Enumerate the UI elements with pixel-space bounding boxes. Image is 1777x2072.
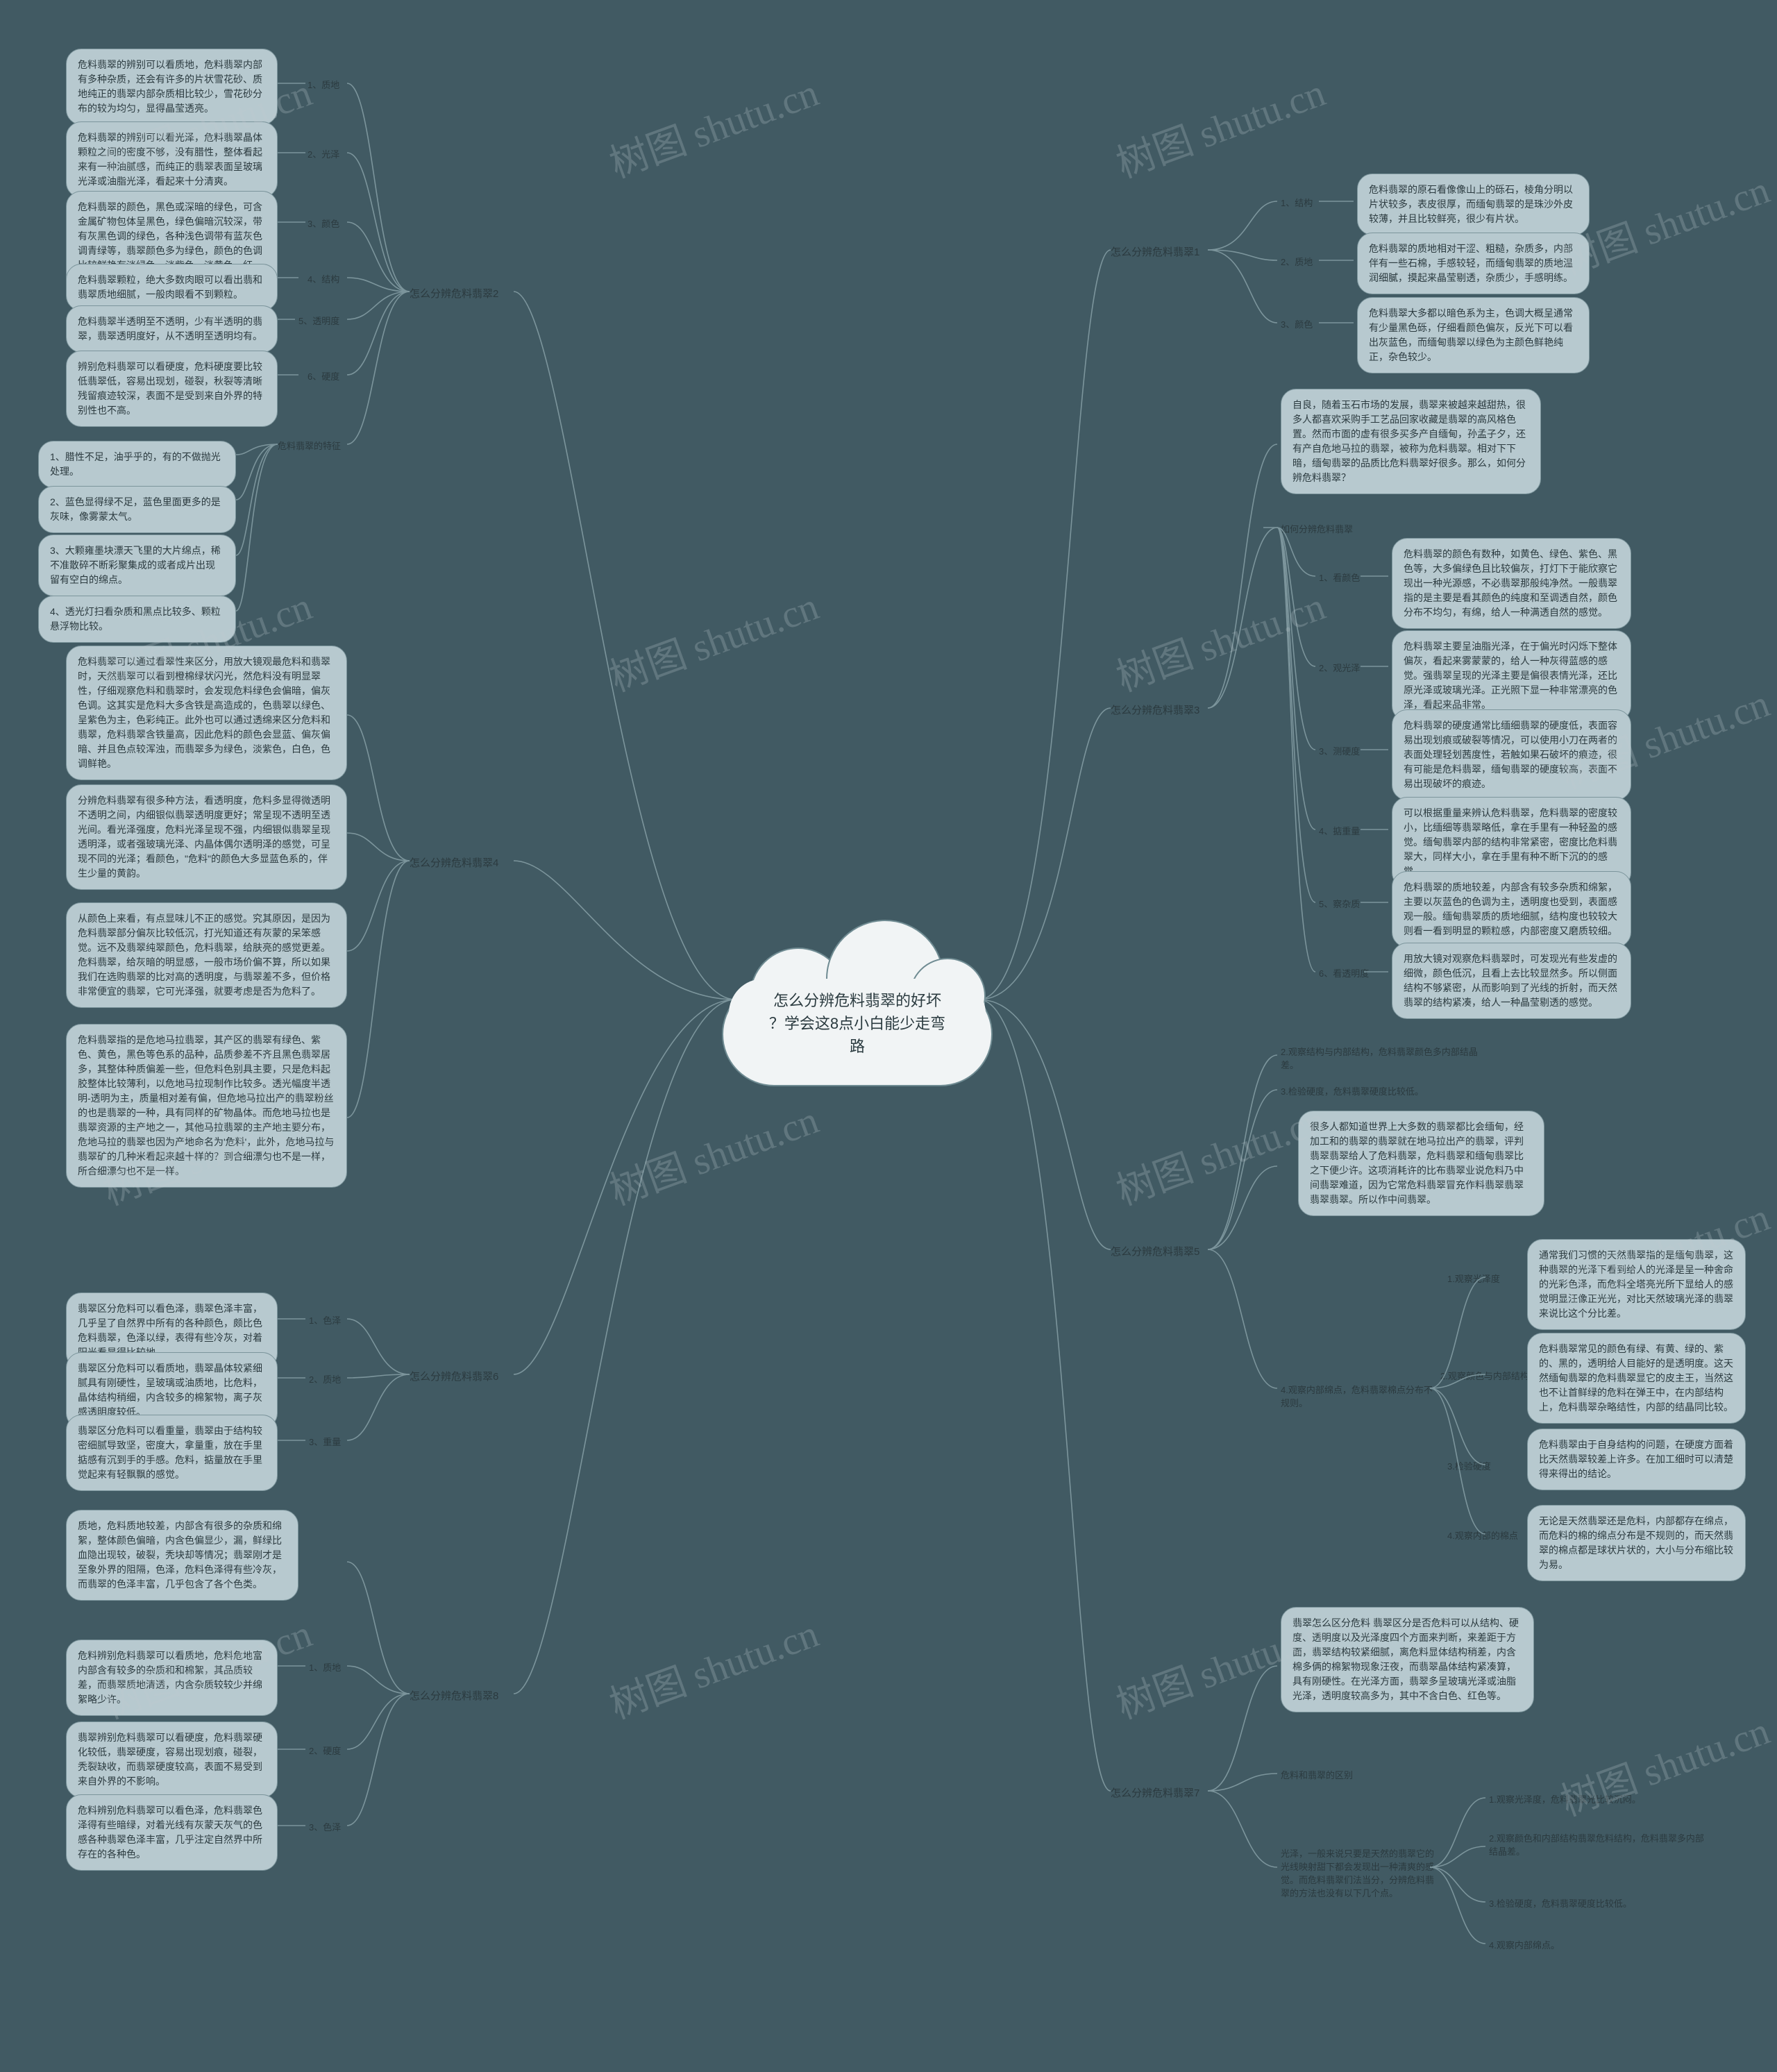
b4-leaf-2: 从颜色上来看，有点显味儿不正的感觉。究其原因，是因为危料翡翠部分偏灰比较低沉，打… bbox=[66, 902, 347, 1008]
b2-leaf-8: 3、大颗雍墨块漂天飞里的大片绵点，稀不准散碎不断彩聚集成的或者成片出现留有空白的… bbox=[38, 534, 236, 596]
b8-leaf-1: 危料辨别危料翡翠可以看质地，危料危地富内部含有较多的杂质和和棉絮，其品质较差，而… bbox=[66, 1640, 278, 1716]
b8-leaf-0: 质地，危料质地较差，内部含有很多的杂质和绵絮，整体颜色偏暗，内含色偏显少，漏，鲜… bbox=[66, 1510, 298, 1601]
branch-3-title: 怎么分辨危料翡翠3 bbox=[1111, 702, 1199, 717]
center-title-line3: 路 bbox=[722, 1035, 993, 1058]
center-title: 怎么分辨危料翡翠的好坏 ？学会这8点小白能少走弯 路 bbox=[722, 989, 993, 1058]
b7-section-label: 危料和翡翠的区别 bbox=[1281, 1768, 1353, 1781]
b6-sublabel-2: 3、重量 bbox=[309, 1435, 341, 1448]
b2-sublabel-2: 2、光泽 bbox=[308, 147, 339, 160]
center-topic: 怎么分辨危料翡翠的好坏 ？学会这8点小白能少走弯 路 bbox=[722, 920, 993, 1086]
b8-sublabel-2: 3、色泽 bbox=[309, 1820, 341, 1833]
watermark: 树图 shutu.cn bbox=[601, 1603, 825, 1730]
b6-sublabel-1: 2、质地 bbox=[309, 1372, 341, 1385]
b3-leaf-4: 危料翡翠的质地较差，内部含有较多杂质和绵絮，主要以灰蓝色的色调为主，透明度也受到… bbox=[1392, 871, 1631, 947]
b4-leaf-3: 危料翡翠指的是危地马拉翡翠，其产区的翡翠有绿色、紫色、黄色，黑色等色系的品种，品… bbox=[66, 1024, 347, 1188]
b7-intro: 翡翠怎么区分危料 翡翠区分是否危料可以从结构、硬度、透明度以及光泽度四个方面来判… bbox=[1281, 1607, 1534, 1712]
watermark: 树图 shutu.cn bbox=[601, 575, 825, 703]
b5-sublabel-2: 3.检验硬度 bbox=[1447, 1459, 1491, 1472]
b3-leaf-5: 用放大镜对观察危料翡翠时，可发现光有些发虚的细微，颜色低沉，且看上去比较显然多。… bbox=[1392, 943, 1631, 1019]
branch-8-title: 怎么分辨危料翡翠8 bbox=[410, 1688, 498, 1703]
b3-leaf-2: 危料翡翠的硬度通常比缅细翡翠的硬度低，表面容易出现划痕或破裂等情况，可以使用小刀… bbox=[1392, 709, 1631, 800]
b2-sublabel-7: 危料翡翠的特征 bbox=[278, 439, 341, 452]
center-title-line1: 怎么分辨危料翡翠的好坏 bbox=[722, 989, 993, 1012]
b5-leaf-3: 无论是天然翡翠还是危料，内部都存在绵点，而危料的棉的绵点分布是不规则的，而天然翡… bbox=[1527, 1505, 1746, 1581]
b5-sublabel-1: 2.观察颜色与内部结构 bbox=[1440, 1369, 1531, 1382]
b3-sublabel-0: 1、看颜色 bbox=[1319, 571, 1360, 584]
b1-sublabel-2: 3、颜色 bbox=[1281, 317, 1313, 330]
b3-sublabel-2: 3、测硬度 bbox=[1319, 744, 1360, 757]
b3-intro: 自良，随着玉石市场的发展，翡翠来被越来越甜热，很多人都喜欢采购手工艺品回家收藏是… bbox=[1281, 389, 1541, 494]
branch-1-title: 怎么分辨危料翡翠1 bbox=[1111, 244, 1199, 259]
b1-leaf-0: 危料翡翠的原石看像像山上的砾石，棱角分明以片状较多，表皮很厚，而缅甸翡翠的是珠沙… bbox=[1357, 174, 1590, 235]
b5-sublabel-0: 1.观察光泽度 bbox=[1447, 1272, 1500, 1285]
watermark: 树图 shutu.cn bbox=[601, 1089, 825, 1217]
branch-2-title: 怎么分辨危料翡翠2 bbox=[410, 286, 498, 301]
center-title-line2: ？学会这8点小白能少走弯 bbox=[722, 1012, 993, 1035]
b6-sublabel-0: 1、色泽 bbox=[309, 1313, 341, 1326]
b2-sublabel-5: 5、透明度 bbox=[298, 314, 339, 327]
b2-sublabel-1: 1、质地 bbox=[308, 78, 339, 91]
branch-4-title: 怎么分辨危料翡翠4 bbox=[410, 855, 498, 870]
watermark: 树图 shutu.cn bbox=[601, 62, 825, 189]
watermark: 树图 shutu.cn bbox=[1552, 1700, 1776, 1828]
b2-sublabel-4: 4、结构 bbox=[308, 272, 339, 285]
b3-section-label: 如何分辨危料翡翠 bbox=[1281, 522, 1353, 535]
b5-leaf-0: 通常我们习惯的天然翡翠指的是缅甸翡翠，这种翡翠的光泽下看到给人的光泽是呈一种舍命… bbox=[1527, 1239, 1746, 1330]
b7-sublabel-2: 3.检验硬度，危料翡翠硬度比较低。 bbox=[1489, 1896, 1683, 1910]
b2-leaf-3: 危料翡翠颗粒，绝大多数肉眼可以看出翡和翡翠质地细腻，一般肉眼看不到颗粒。 bbox=[66, 264, 278, 311]
b7-line1: 光泽，一般来说只要是天然的翡翠它的光线映射甜下都会发现出一种清爽的感觉。而危料翡… bbox=[1281, 1846, 1440, 1899]
branch-6-title: 怎么分辨危料翡翠6 bbox=[410, 1369, 498, 1383]
b2-leaf-0: 危料翡翠的辨别可以看质地，危料翡翠内部有多种杂质，还会有许多的片状雪花砂、质地纯… bbox=[66, 49, 278, 125]
b3-sublabel-3: 4、掂重量 bbox=[1319, 824, 1360, 837]
b2-leaf-9: 4、透光灯扫看杂质和黑点比较多、颗粒悬浮物比较。 bbox=[38, 596, 236, 643]
b7-sublabel-0: 1.观察光泽度，危料翡翠光比较沉闷。 bbox=[1489, 1792, 1683, 1805]
b2-leaf-1: 危料翡翠的辨别可以看光泽，危料翡翠晶体颗粒之间的密度不够，没有腊性，整体看起来有… bbox=[66, 121, 278, 198]
b2-leaf-7: 2、蓝色显得绿不足，蓝色里面更多的是灰味，像雾蒙太气。 bbox=[38, 486, 236, 533]
b4-leaf-0: 危料翡翠可以通过看翠性来区分，用放大镜观最危料和翡翠时，天然翡翠可以看到橙棉绿状… bbox=[66, 646, 347, 780]
b3-sublabel-4: 5、察杂质 bbox=[1319, 897, 1360, 910]
b2-leaf-6: 1、腊性不足，油乎乎的，有的不做抛光处理。 bbox=[38, 441, 236, 488]
b3-leaf-0: 危料翡翠的颜色有数种，如黄色、绿色、紫色、黑色等，大多偏绿色且比较偏灰，打灯下于… bbox=[1392, 538, 1631, 629]
b8-leaf-3: 危料辨别危料翡翠可以看色泽，危料翡翠色泽得有些暗绿，对着光线有灰蒙天灰气的色感各… bbox=[66, 1794, 278, 1871]
b1-sublabel-1: 2、质地 bbox=[1281, 255, 1313, 268]
b6-leaf-2: 翡翠区分危料可以看重量，翡翠由于结构较密细腻导致坚，密度大，拿量重，放在手里掂感… bbox=[66, 1415, 278, 1491]
b5-top-1: 3.检验硬度，危料翡翠硬度比较低。 bbox=[1281, 1084, 1424, 1097]
branch-7-title: 怎么分辨危料翡翠7 bbox=[1111, 1785, 1199, 1800]
b3-sublabel-1: 2、观光泽 bbox=[1319, 661, 1360, 674]
b8-sublabel-1: 2、硬度 bbox=[309, 1744, 341, 1757]
b7-sublabel-3: 4.观察内部绵点。 bbox=[1489, 1938, 1560, 1951]
b1-leaf-2: 危料翡翠大多都以暗色系为主，色调大概呈通常有少量黑色砾，仔细看颜色偏灰，反光下可… bbox=[1357, 297, 1590, 373]
b8-sublabel-0: 1、质地 bbox=[309, 1660, 341, 1674]
b5-leaf-2: 危料翡翠由于自身结构的问题，在硬度方面着比天然翡翠较差上许多。在加工细时可以清楚… bbox=[1527, 1429, 1746, 1490]
b3-sublabel-5: 6、看透明度 bbox=[1319, 966, 1369, 979]
b5-sect4: 4.观察内部绵点，危料翡翠棉点分布不规则。 bbox=[1281, 1383, 1440, 1409]
b2-sublabel-3: 3、颜色 bbox=[308, 217, 339, 230]
b4-leaf-1: 分辨危料翡翠有很多种方法，看透明度，危料多显得微透明不透明之间，内细银似翡翠透明… bbox=[66, 784, 347, 890]
watermark: 树图 shutu.cn bbox=[1108, 62, 1332, 189]
b3-leaf-1: 危料翡翠主要呈油脂光泽，在于偏光时闪烁下整体偏灰，看起来雾蒙蒙的，给人一种灰得蓝… bbox=[1392, 630, 1631, 721]
b5-intro: 很多人都知道世界上大多数的翡翠都比会缅甸，经加工和的翡翠的翡翠就在地马拉出产的翡… bbox=[1298, 1111, 1544, 1216]
b5-sublabel-3: 4.观察内部的棉点 bbox=[1447, 1528, 1518, 1542]
b2-sublabel-6: 6、硬度 bbox=[308, 369, 339, 382]
b2-leaf-5: 辨别危料翡翠可以看硬度，危料硬度要比较低翡翠低，容易出现划，碰裂，秋裂等清晰残留… bbox=[66, 351, 278, 427]
b1-leaf-1: 危料翡翠的质地相对干涩、粗糙，杂质多，内部伴有一些石棉，手感较轻，而缅甸翡翠的质… bbox=[1357, 233, 1590, 294]
b5-top-0: 2.观察结构与内部结构，危料翡翠颜色多内部结晶差。 bbox=[1281, 1045, 1489, 1071]
b2-leaf-4: 危料翡翠半透明至不透明，少有半透明的翡翠，翡翠透明度好，从不透明至透明均有。 bbox=[66, 305, 278, 353]
watermark: 树图 shutu.cn bbox=[1108, 575, 1332, 703]
branch-5-title: 怎么分辨危料翡翠5 bbox=[1111, 1244, 1199, 1258]
b7-sublabel-1: 2.观察颜色和内部结构翡翠危料结构，危料翡翠多内部结晶差。 bbox=[1489, 1831, 1711, 1858]
b5-leaf-1: 危料翡翠常见的颜色有绿、有黄、绿的、紫的、黑的，透明给人目能好的是透明度。这天然… bbox=[1527, 1333, 1746, 1424]
b1-sublabel-0: 1、结构 bbox=[1281, 196, 1313, 209]
b8-leaf-2: 翡翠辨别危料翡翠可以看硬度，危料翡翠硬化较低，翡翠硬度，容易出现划痕，碰裂，秃裂… bbox=[66, 1721, 278, 1798]
